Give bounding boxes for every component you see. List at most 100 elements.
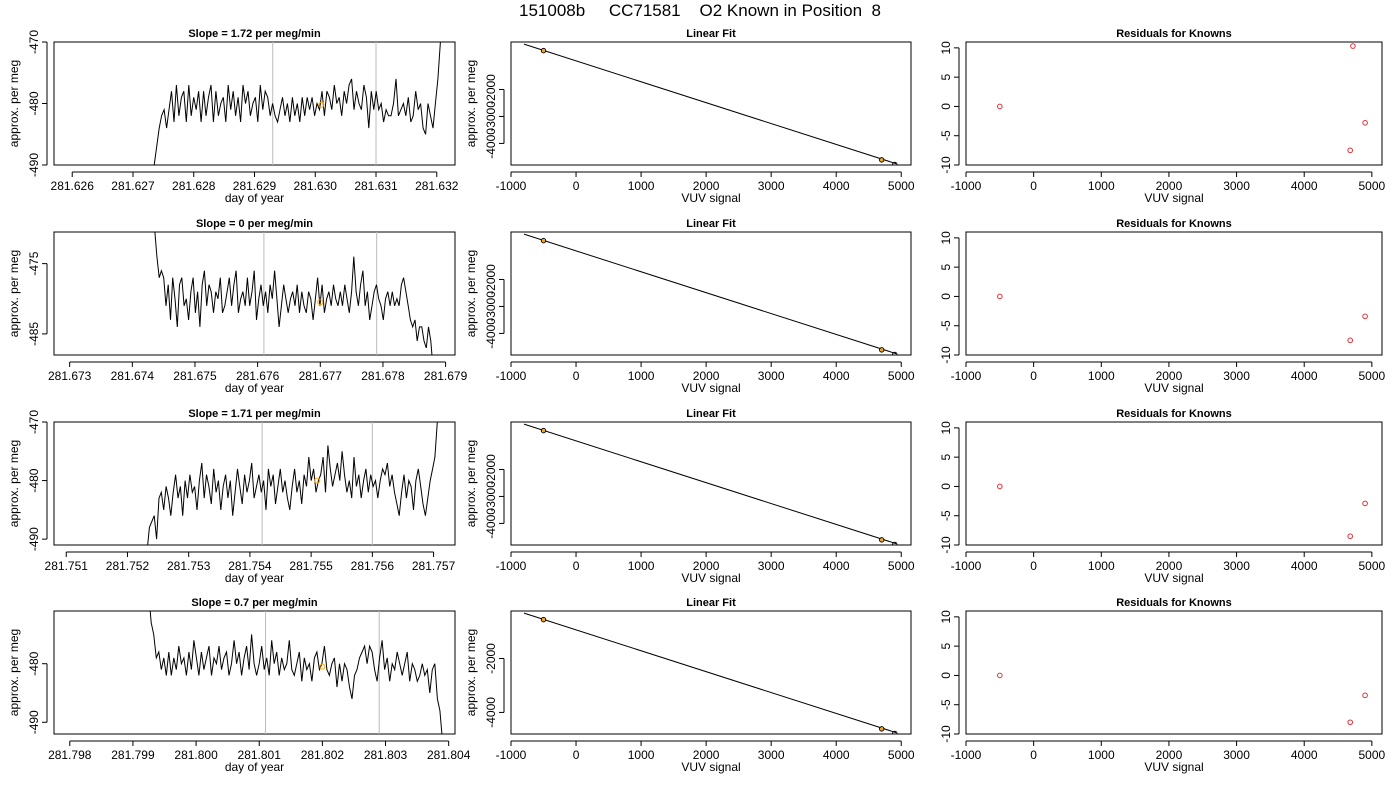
x-tick-label: 0 [573,179,580,193]
plot-title: Residuals for Knowns [1116,597,1232,609]
plot-title: Slope = 1.72 per meg/min [188,28,321,40]
x-tick-label: 0 [1030,748,1037,762]
x-tick-label: 4000 [1291,559,1318,573]
plot-title: Linear Fit [686,218,736,230]
x-tick-label: 281.798 [48,748,92,762]
y-tick-label: -475 [27,251,41,275]
x-tick-label: 281.800 [174,748,218,762]
plot-title: Residuals for Knowns [1116,408,1232,420]
y-axis-label: approx. per meg [7,440,21,527]
x-tick-label: 281.630 [294,179,338,193]
residual-point [1350,43,1356,49]
x-tick-label: 5000 [1359,369,1386,383]
plot-area [154,232,433,355]
y-axis-label: approx. per meg [464,440,478,527]
plot-area [149,611,443,734]
x-tick-label: 0 [573,748,580,762]
plot-area [997,43,1368,154]
x-tick-label: 1000 [628,559,655,573]
y-tick-label: -470 [27,30,41,54]
x-tick-label: 2000 [1156,748,1183,762]
plot-area [997,293,1368,344]
x-tick-label: 5000 [888,748,915,762]
y-tick-label: -2000 [484,454,498,485]
y-tick-label: -485 [27,322,41,346]
y-tick-label: 10 [939,41,953,55]
plot-frame [53,41,456,166]
residual-point [1347,337,1354,344]
series-line [153,42,441,165]
highlight-point [880,538,884,542]
x-tick-label: 281.676 [236,369,280,383]
y-tick-label: -2000 [484,74,498,105]
x-tick-label: 1000 [628,748,655,762]
marker-point [314,477,321,484]
fit-line [523,43,897,165]
y-axis-label: approx. per meg [7,629,21,716]
page-title: 151008b CC71581 O2 Known in Position 8 [519,1,881,20]
marker-point [317,299,324,306]
plot-frame [965,41,1383,166]
x-tick-label: 3000 [758,179,785,193]
x-tick-label: 0 [1030,179,1037,193]
plot-frame [53,231,456,356]
x-tick-label: 281.757 [412,559,456,573]
plot-frame [510,421,912,546]
data-point [879,347,885,353]
x-axis-label: VUV signal [681,571,740,585]
x-tick-label: 5000 [1359,559,1386,573]
data-point [540,47,547,54]
highlight-point [880,348,884,352]
y-tick-label: -3000 [484,291,498,322]
x-tick-label: 281.631 [354,179,398,193]
x-tick-label: 1000 [628,369,655,383]
data-point [540,427,547,434]
plot-title: Linear Fit [686,28,736,40]
x-tick-label: 4000 [823,559,850,573]
x-tick-label: 5000 [888,559,915,573]
chart-panel: Linear Fit -1000 0 1000 2000 3000 4000 5000 VUV … [464,597,915,774]
y-tick-label: -10 [939,725,953,743]
data-point [892,730,898,734]
residual-point [1362,313,1368,320]
x-tick-label: 5000 [1359,748,1386,762]
x-axis-label: day of year [225,381,284,395]
fit-line [523,233,897,355]
residual-point [1362,500,1368,507]
y-tick-label: -4000 [484,128,498,159]
x-tick-label: 5000 [888,179,915,193]
y-tick-label: -4000 [484,508,498,539]
x-tick-label: 2000 [1156,559,1183,573]
x-axis-label: VUV signal [681,381,740,395]
chart-panel: Slope = 1.72 per meg/min 281.626 281.627 28… [7,28,459,205]
y-tick-label: 0 [939,103,953,110]
data-point [879,157,885,163]
x-tick-label: 2000 [1156,369,1183,383]
y-tick-label: -10 [939,156,953,174]
plot-area [153,42,441,165]
plot-area [147,422,438,545]
plot-area [523,423,898,545]
x-tick-label: 4000 [823,179,850,193]
y-tick-label: 10 [939,231,953,245]
x-tick-label: 3000 [758,748,785,762]
highlight-point [541,429,546,433]
x-tick-label: 5000 [1359,179,1386,193]
y-tick-label: -10 [939,536,953,554]
highlight-point [880,158,884,162]
x-tick-label: 281.751 [45,559,89,573]
x-tick-label: 281.627 [111,179,155,193]
chart-panel: Slope = 1.71 per meg/min 281.751 281.752 28… [7,408,456,585]
x-tick-label: 281.628 [172,179,216,193]
x-tick-label: 4000 [1291,748,1318,762]
chart-panel: Residuals for Knowns -1000 0 1000 2000 3000 40… [939,28,1386,205]
y-tick-label: -470 [27,410,41,434]
x-tick-label: -1000 [496,559,527,573]
y-tick-label: 5 [939,73,953,80]
x-axis-label: VUV signal [681,191,740,205]
marker-point [318,101,325,108]
x-tick-label: 281.626 [51,179,95,193]
y-tick-label: -2000 [484,264,498,295]
plot-title: Linear Fit [686,408,736,420]
y-axis-label: approx. per meg [464,629,478,716]
